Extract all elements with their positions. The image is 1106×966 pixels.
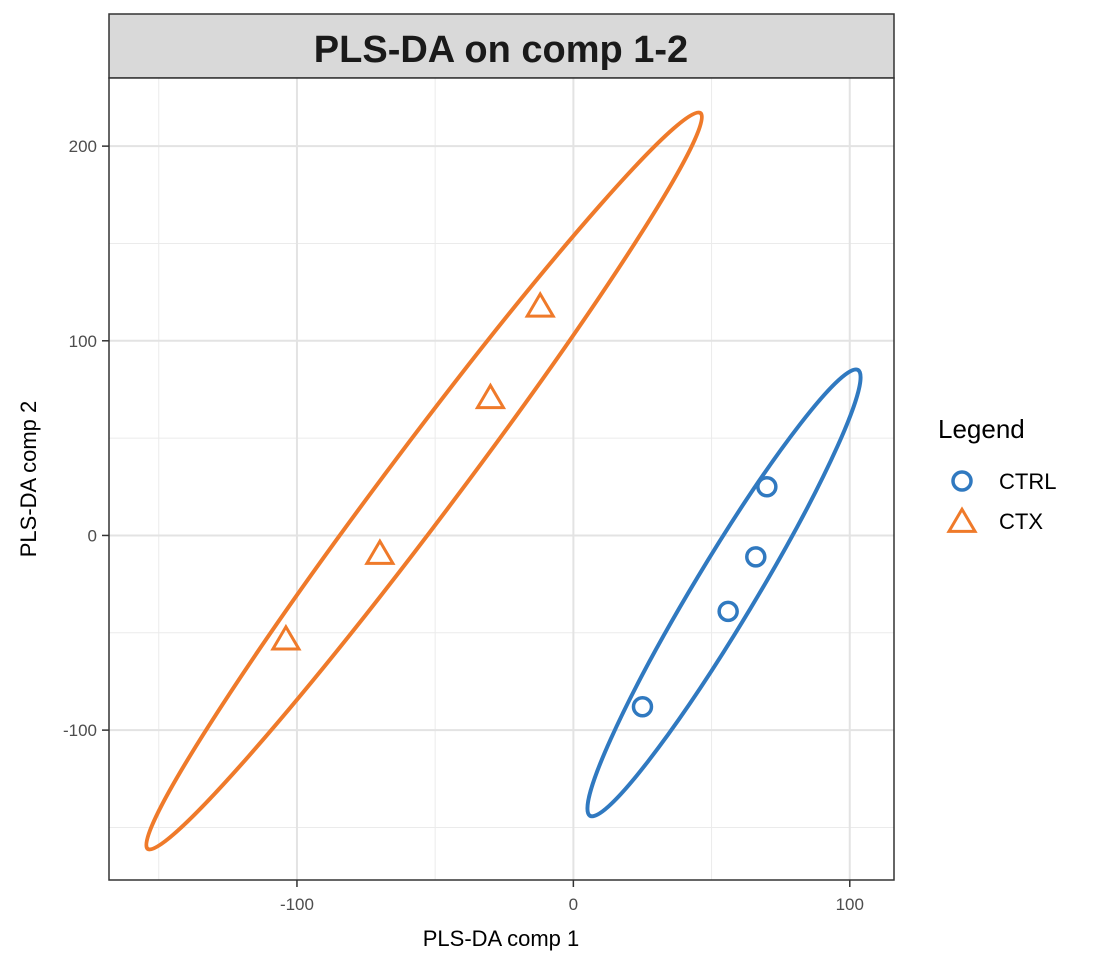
panel-border bbox=[108, 77, 895, 881]
point-ctx bbox=[474, 382, 507, 410]
ellipse-ctx bbox=[144, 110, 704, 852]
confidence-ellipses bbox=[144, 110, 863, 852]
x-axis: -100 0 100 bbox=[280, 880, 864, 914]
x-tick-label: 100 bbox=[836, 895, 864, 914]
point-ctrl bbox=[631, 696, 654, 718]
point-ctx bbox=[524, 291, 556, 318]
point-ctrl bbox=[745, 546, 767, 568]
legend-key-ctrl bbox=[951, 470, 973, 492]
legend-label-ctx: CTX bbox=[999, 509, 1043, 534]
x-tick-label: -100 bbox=[280, 895, 314, 914]
ellipse-ctrl bbox=[585, 367, 863, 819]
y-tick-label: 0 bbox=[88, 526, 97, 545]
legend-label-ctrl: CTRL bbox=[999, 469, 1056, 494]
plot-panel bbox=[109, 78, 894, 880]
x-axis-title: PLS-DA comp 1 bbox=[423, 926, 580, 951]
point-ctx bbox=[270, 623, 302, 651]
chart-title: PLS-DA on comp 1-2 bbox=[314, 29, 688, 71]
y-axis: -100 0 100 200 bbox=[63, 137, 109, 740]
point-ctrl bbox=[756, 476, 778, 498]
x-tick-label: 0 bbox=[569, 895, 578, 914]
y-tick-label: -100 bbox=[63, 721, 97, 740]
y-tick-label: 100 bbox=[69, 332, 97, 351]
point-ctrl bbox=[717, 600, 739, 623]
legend: Legend CTRL CTX bbox=[938, 414, 1056, 534]
title-strip bbox=[108, 13, 895, 79]
legend-key-ctx bbox=[946, 506, 978, 533]
point-ctx bbox=[364, 538, 396, 565]
y-axis-title: PLS-DA comp 2 bbox=[16, 401, 41, 558]
data-points bbox=[270, 291, 778, 718]
y-tick-label: 200 bbox=[69, 137, 97, 156]
legend-title: Legend bbox=[938, 414, 1025, 444]
major-gridlines bbox=[109, 78, 894, 880]
